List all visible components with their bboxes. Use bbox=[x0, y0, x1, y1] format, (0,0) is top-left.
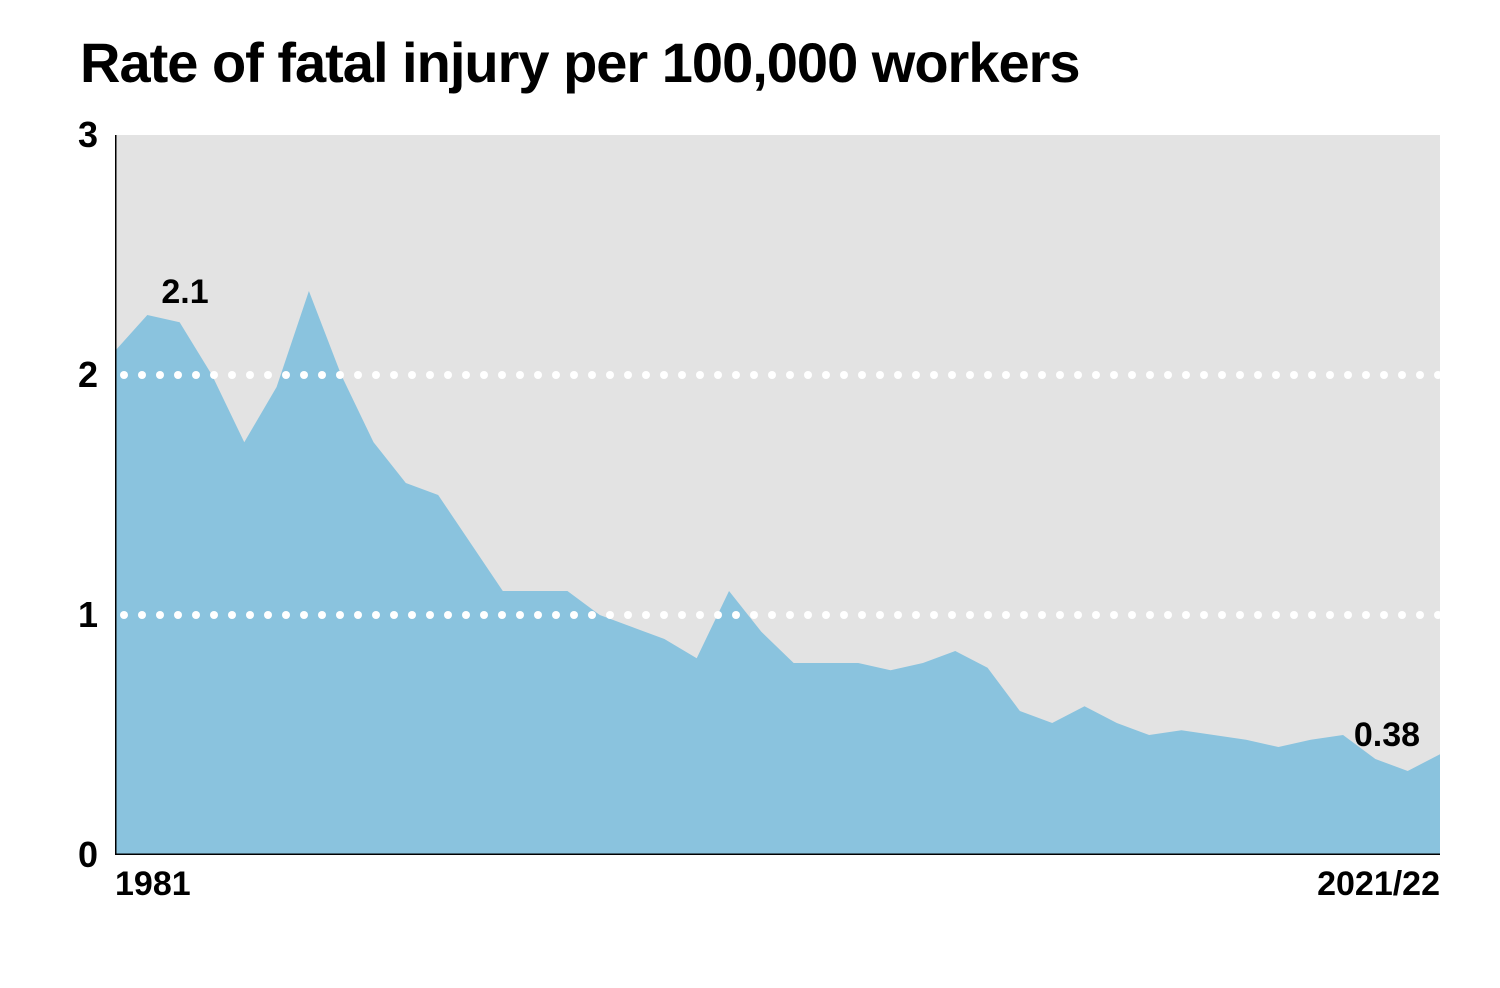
data-annotation: 0.38 bbox=[1354, 716, 1420, 755]
y-tick-label: 0 bbox=[78, 834, 98, 876]
y-tick-label: 1 bbox=[78, 594, 98, 636]
y-tick-label: 2 bbox=[78, 354, 98, 396]
chart-wrapper: 0123 1981 2021/22 2.10.38 bbox=[60, 135, 1440, 895]
x-axis-label-end: 2021/22 bbox=[1317, 865, 1440, 904]
x-axis-label-start: 1981 bbox=[115, 865, 191, 904]
y-axis-labels: 0123 bbox=[60, 135, 110, 855]
data-annotation: 2.1 bbox=[161, 273, 208, 312]
chart-title: Rate of fatal injury per 100,000 workers bbox=[80, 30, 1440, 95]
area-chart-svg bbox=[115, 135, 1440, 855]
plot-area bbox=[115, 135, 1440, 855]
y-tick-label: 3 bbox=[78, 114, 98, 156]
x-axis-labels: 1981 2021/22 bbox=[115, 865, 1440, 905]
